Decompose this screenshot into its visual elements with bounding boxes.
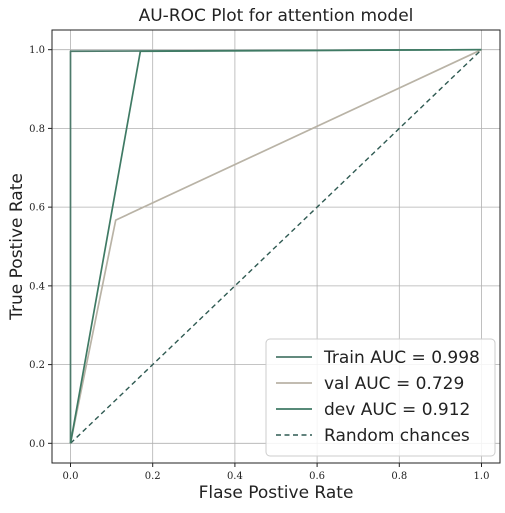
y-tick-label: 0.8 xyxy=(29,124,45,135)
x-tick-label: 0.2 xyxy=(145,471,161,482)
legend: Train AUC = 0.998 val AUC = 0.729 dev AUC … xyxy=(265,338,496,457)
y-tick-label: 0.4 xyxy=(29,281,45,292)
x-tick-label: 0.8 xyxy=(391,471,407,482)
y-axis-label: True Postive Rate xyxy=(7,173,27,321)
x-tick-label: 0.4 xyxy=(227,471,243,482)
legend-label: dev AUC = 0.912 xyxy=(324,400,470,420)
x-tick-label: 1.0 xyxy=(474,471,490,482)
x-tick-label: 0.0 xyxy=(63,471,79,482)
legend-box xyxy=(265,338,496,457)
series-line-2 xyxy=(69,48,482,444)
x-tick-label: 0.6 xyxy=(309,471,325,482)
plot-frame xyxy=(51,29,501,464)
legend-label: Train AUC = 0.998 xyxy=(323,348,480,368)
y-tick-label: 0.2 xyxy=(29,360,45,371)
y-tick-label: 0.6 xyxy=(29,203,45,214)
chart-title: AU-ROC Plot for attention model xyxy=(139,6,414,26)
legend-label: val AUC = 0.729 xyxy=(324,374,464,394)
legend-items: Train AUC = 0.998 val AUC = 0.729 dev AUC … xyxy=(276,348,480,446)
axis-ticks: 0.0 0.2 0.4 0.6 0.8 1.0 0.0 0.2 0.4 0.6 0.8 1.0 xyxy=(29,45,489,482)
series-line-1 xyxy=(69,48,482,444)
series-line-3 xyxy=(70,49,482,444)
series-lines xyxy=(69,48,482,444)
legend-label: Random chances xyxy=(324,426,470,446)
y-tick-label: 0.0 xyxy=(29,439,45,450)
x-axis-label: Flase Postive Rate xyxy=(199,483,354,503)
y-tick-label: 1.0 xyxy=(29,45,45,56)
